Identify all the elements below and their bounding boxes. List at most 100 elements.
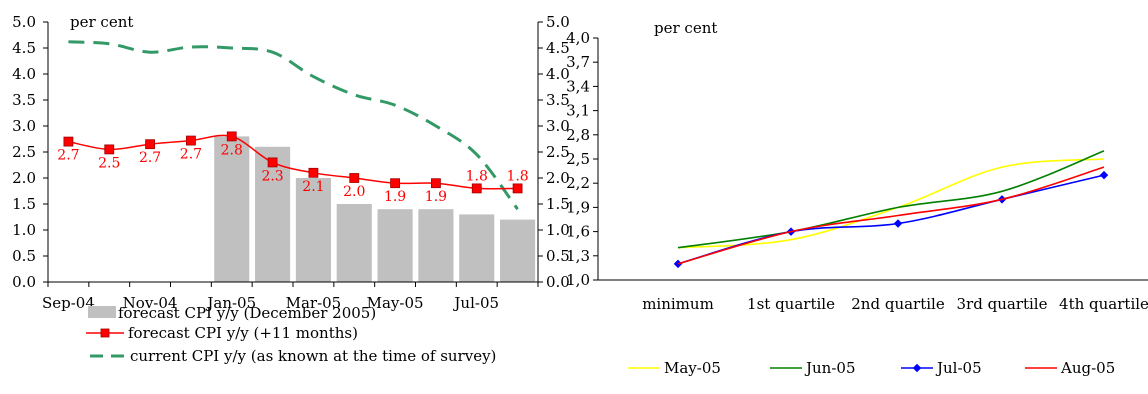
left-x-tick-label: May-05 [367,294,424,312]
right-x-category-label: minimum [642,295,714,313]
current-cpi-line [68,40,519,211]
forecast-dec-bar [336,204,372,282]
forecast-11m-marker [471,183,482,194]
legend-label-current: current CPI y/y (as known at the time of… [130,347,496,365]
forecast-11m-data-label: 1.8 [466,168,488,184]
left-y-tick-label: 5.0 [12,13,36,31]
right-y-tick-label: 1,3 [566,247,590,265]
left-x-ticks: Sep-04 Nov-04 Jan-05 Mar-05 May-05 Jul-05 [42,282,539,312]
right-side-y-tick-label: 4.0 [546,65,570,83]
left-x-tick-label: Mar-05 [286,294,342,312]
forecast-11m-marker [431,178,441,189]
left-y-tick-label: 0.5 [12,247,36,265]
forecast-11m-marker [104,144,115,155]
forecast-11m-marker [308,167,319,178]
right-side-y-tick-label: 2.5 [546,143,570,161]
forecast-dec-bar [255,146,291,282]
legend-label-forecast-11m: forecast CPI y/y (+11 months) [128,324,358,342]
legend-marker-forecast-11m [100,328,110,338]
forecast-11m-marker [349,173,360,183]
right-y-tick-label: 3,1 [566,102,590,120]
forecast-dec-bar [377,209,413,282]
right-y-tick-label: 2,5 [566,150,590,168]
forecast-11m-data-label: 2.3 [261,168,283,184]
legend-label-forecast-dec: forecast CPI y/y (December 2005) [118,304,376,322]
left-y-tick-label: 1.5 [12,195,36,213]
forecast-11m-data-label: 2.5 [98,155,120,171]
right-y-tick-label: 1,0 [566,271,590,289]
forecast-cpi-11m-markers [63,131,523,194]
legend-swatch-forecast-dec [88,306,116,318]
legend-label-jun-05: Jun-05 [804,359,856,377]
right-chart: 1,0 1,3 1,6 1,9 2,2 2,5 2,8 3,1 3,4 3,7 4,0 minimu… [566,19,1148,377]
forecast-dec-bar [418,209,454,282]
right-side-y-tick-label: 4.5 [546,39,570,57]
right-side-y-tick-label: 2.0 [546,169,570,187]
forecast-11m-data-label: 1.9 [384,189,406,205]
legend-marker-jul-05 [912,363,922,373]
left-x-tick-label: Jan-05 [205,294,256,312]
right-side-y-tick-label: 1.5 [546,195,570,213]
left-legend: forecast CPI y/y (December 2005) forecas… [86,304,496,365]
forecast-cpi-11m-line [68,134,518,190]
right-y-tick-label: 2,2 [566,174,590,192]
forecast-11m-data-label: 1.8 [506,168,528,184]
right-side-y-tick-label: 0.5 [546,247,570,265]
left-x-tick-label: Nov-04 [123,294,178,312]
legend-label-may-05: May-05 [664,359,721,377]
right-legend: May-05 Jun-05 Jul-05 Aug-05 [628,359,1115,377]
forecast-11m-marker [145,139,155,150]
right-side-y-tick-label: 3.5 [546,91,570,109]
right-unit-label: per cent [654,19,717,37]
left-y-tick-label: 2.0 [12,169,36,187]
right-x-category-label: 1st quartile [747,295,835,313]
left-y-tick-label: 4.5 [12,39,36,57]
left-y-tick-label: 2.5 [12,143,36,161]
forecast-11m-marker [267,157,278,168]
left-y-tick-label: 3.5 [12,91,36,109]
forecast-11m-data-label: 2.7 [180,147,202,163]
forecast-11m-marker [512,183,523,194]
right-side-y-tick-label: 3.0 [546,117,570,135]
right-x-category-label: 4th quartile [1059,295,1148,313]
right-y-tick-label: 4,0 [566,29,590,47]
series-marker-jul-05 [1099,170,1109,180]
forecast-11m-marker [186,135,196,146]
forecast-11m-data-label: 2.0 [343,184,365,200]
right-y-tick-label: 1,9 [566,198,590,216]
forecast-11m-marker [390,178,400,189]
right-side-y-tick-label: 5.0 [546,13,570,31]
right-x-category-label: 2nd quartile [851,295,945,313]
forecast-11m-data-label: 1.9 [425,189,447,205]
right-x-category-label: 3rd quartile [957,295,1048,313]
right-x-categories: minimum 1st quartile 2nd quartile 3rd quart… [642,295,1148,313]
forecast-11m-data-label: 2.7 [139,150,161,166]
left-y-tick-label: 3.0 [12,117,36,135]
left-unit-label: per cent [70,13,133,31]
right-side-y-tick-label: 1.0 [546,221,570,239]
right-side-y-tick-label: 0.0 [546,273,570,291]
forecast-11m-data-label: 2.1 [302,179,324,195]
forecast-cpi-11m-data-labels: 2.7 2.5 2.7 2.7 2.8 2.3 2.1 2.0 1.9 1.9 1.8 1.8 [57,142,528,205]
right-y-ticks: 1,0 1,3 1,6 1,9 2,2 2,5 2,8 3,1 3,4 3,7 4,0 [566,29,598,289]
series-line-aug-05 [677,166,1105,265]
left-bars [214,136,536,282]
left-y-tick-label: 4.0 [12,65,36,83]
right-y-tick-label: 2,8 [566,126,590,144]
left-y-tick-label: 1.0 [12,221,36,239]
right-y-tick-label: 3,4 [566,77,590,95]
legend-label-jul-05: Jul-05 [935,359,982,377]
left-y-ticks: 0.0 0.0 0.5 0.5 1.0 1.0 1.5 1.5 2.0 2.0 2.5 2.5 3.0 3… [12,13,570,291]
right-series-lines [673,150,1109,269]
forecast-11m-data-label: 2.8 [221,142,243,158]
right-y-tick-label: 3,7 [566,53,590,71]
forecast-dec-bar [459,214,495,282]
legend-label-aug-05: Aug-05 [1060,359,1115,377]
forecast-11m-marker [226,131,237,142]
series-line-may-05 [677,158,1105,249]
forecast-dec-bar [295,178,331,282]
right-y-tick-label: 1,6 [566,223,590,241]
forecast-dec-bar [214,136,250,282]
left-y-tick-label: 0.0 [12,273,36,291]
